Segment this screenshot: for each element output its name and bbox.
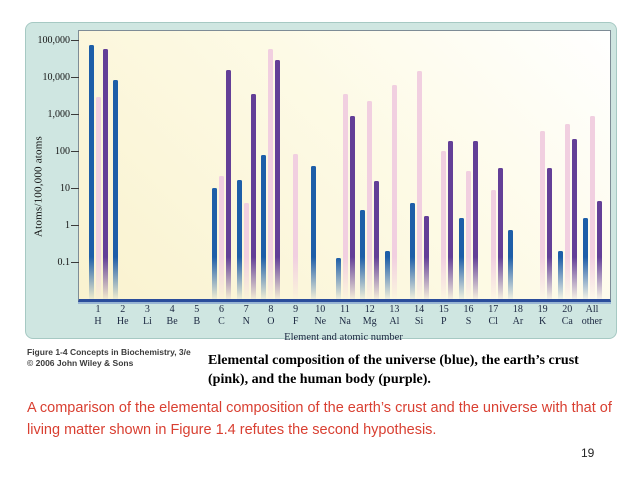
bar-N-crust — [243, 202, 249, 299]
bar-O-crust — [268, 48, 274, 299]
y-tick-mark — [71, 77, 79, 79]
x-tick-label: 18 Ar — [512, 304, 524, 327]
x-tick-label: 2 He — [116, 304, 129, 327]
bar-H-body — [102, 48, 108, 299]
bar-S-crust — [466, 170, 471, 299]
bar-P-body — [448, 140, 454, 299]
x-tick-label: 3 Li — [142, 304, 152, 327]
figure-caption: Elemental composition of the universe (b… — [208, 353, 579, 387]
bar-Si-body — [423, 215, 429, 299]
plot-area: 100,000 10,000 1,000 100 10 1 0.1 1 H 2 He 3 Li 4 Be 5 B… — [38, 30, 611, 327]
bar-K-crust — [540, 130, 546, 299]
x-tick-label: 10 Ne — [314, 304, 327, 327]
page-number: 19 — [581, 446, 595, 460]
bar-S-universe — [459, 217, 464, 299]
y-tick-mark — [71, 262, 79, 264]
bar-N-body — [250, 94, 256, 299]
bar-P-crust — [441, 151, 447, 299]
y-tick-label: 100 — [55, 145, 70, 157]
bar-C-body — [226, 69, 231, 299]
bar-H-universe — [88, 45, 94, 299]
figure-panel: Atoms/100,000 atoms 100,000 10,000 1,000 10… — [25, 22, 617, 343]
x-tick-label: 16 S — [463, 304, 474, 327]
bar-Si-crust — [416, 70, 422, 299]
x-tick-label: 19 K — [537, 304, 548, 327]
bar-Al-crust — [391, 85, 397, 299]
figure-credit-line2: © 2006 John Wiley & Sons — [27, 358, 134, 368]
bar-H-crust — [95, 96, 101, 299]
bar-C-crust — [219, 175, 224, 299]
bar-He-universe — [113, 80, 119, 299]
bar-Na-body — [349, 116, 355, 299]
bar-F-crust — [293, 153, 299, 299]
y-tick-mark — [71, 188, 79, 190]
bar-C-universe — [212, 188, 217, 299]
x-tick-label: All other — [581, 304, 603, 327]
x-tick-label: 17 Cl — [488, 304, 499, 327]
y-tick-mark — [71, 151, 79, 153]
y-tick-label: 1 — [65, 219, 70, 231]
y-tick-label: 1,000 — [47, 108, 71, 120]
bar-Al-universe — [384, 250, 390, 299]
y-tick-label: 10 — [60, 182, 70, 194]
figure-credit-line1: Figure 1-4 Concepts in Biochemistry, 3/e — [27, 347, 191, 357]
y-tick-mark — [71, 40, 79, 42]
bar-Mg-body — [374, 180, 380, 299]
x-tick-label: 20 Ca — [561, 304, 573, 327]
figure-credit: Figure 1-4 Concepts in Biochemistry, 3/e… — [27, 347, 191, 369]
bar-Mg-universe — [360, 209, 366, 299]
y-tick-label: 100,000 — [37, 34, 71, 46]
bar-Na-crust — [342, 94, 348, 299]
bar-Na-universe — [335, 257, 341, 299]
bar-Cl-crust — [490, 189, 496, 299]
x-tick-label: 12 Mg — [362, 304, 377, 327]
bar-K-body — [547, 168, 553, 299]
bar-O-universe — [261, 154, 267, 299]
y-tick-label: 0.1 — [57, 256, 71, 268]
x-axis-title: Element and atomic number — [284, 332, 403, 343]
bar-Ar-universe — [508, 229, 514, 299]
bar-Si-universe — [409, 202, 415, 299]
x-tick-label: 13 Al — [389, 304, 400, 327]
bar-Ca-crust — [564, 124, 570, 299]
bar-Cl-body — [497, 168, 503, 299]
x-tick-label: 14 Si — [414, 304, 425, 327]
bar-other-universe — [582, 217, 588, 299]
y-tick-mark — [71, 114, 79, 116]
y-tick-label: 10,000 — [42, 71, 71, 83]
bar-Ne-universe — [310, 165, 316, 299]
bar-O-body — [275, 59, 281, 299]
x-tick-label: 11 Na — [339, 304, 351, 327]
bar-Mg-crust — [367, 100, 373, 299]
red-note: A comparison of the elemental compositio… — [27, 400, 612, 438]
x-tick-label: 15 P — [438, 304, 449, 327]
x-tick-label: 4 Be — [166, 304, 178, 327]
bar-N-universe — [236, 179, 242, 299]
bar-Ca-body — [571, 138, 577, 299]
bar-S-body — [473, 140, 478, 299]
bar-other-body — [596, 201, 602, 299]
y-tick-mark — [71, 225, 79, 227]
bar-other-crust — [589, 116, 595, 299]
bar-Ca-universe — [557, 250, 563, 299]
